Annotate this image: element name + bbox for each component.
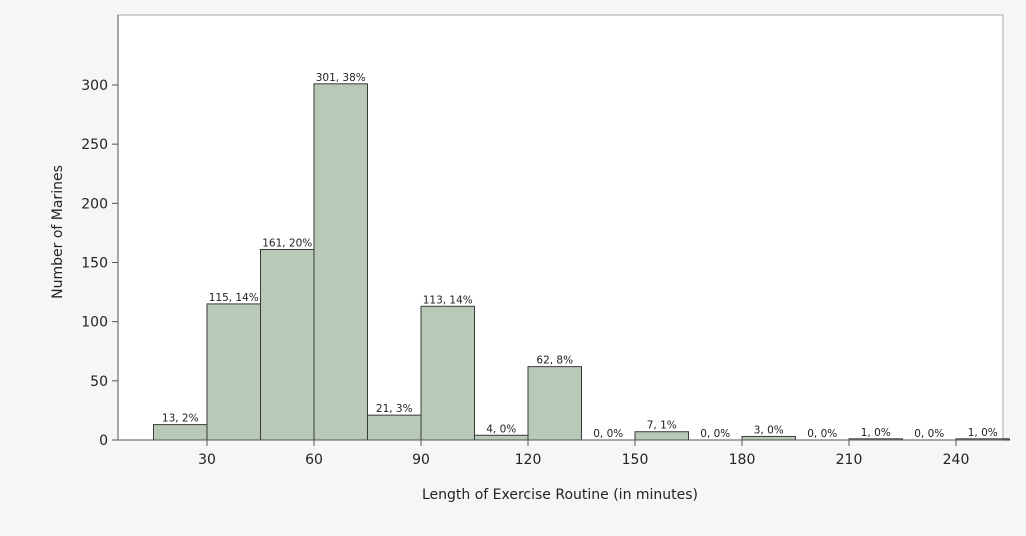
bar-label-8: 0, 0% [593, 428, 623, 440]
bar-5 [420, 305, 475, 441]
y-axis: 0 50 100 150 200 250 300 [81, 15, 119, 449]
y-tick-label-5: 250 [81, 137, 108, 153]
bar-4 [367, 414, 422, 441]
bar-3 [313, 83, 368, 441]
bar-label-13: 1, 0% [861, 427, 891, 439]
bar-1 [206, 303, 261, 441]
bar-label-14: 0, 0% [914, 428, 944, 440]
y-tick-label-2: 100 [81, 315, 108, 331]
y-tick-label-3: 150 [81, 256, 108, 272]
bar-label-2: 161, 20% [262, 237, 312, 249]
bar-label-6: 4, 0% [486, 423, 516, 435]
x-tick-label-5: 180 [729, 452, 756, 468]
bar-label-4: 21, 3% [376, 403, 413, 415]
x-axis: 30 60 90 120 150 180 210 240 [118, 439, 1003, 468]
bar-label-5: 113, 14% [423, 294, 473, 306]
x-tick-label-4: 150 [622, 452, 649, 468]
bar-0 [153, 424, 208, 441]
y-tick-label-0: 0 [99, 433, 108, 449]
x-tick-label-1: 60 [305, 452, 323, 468]
bar-9 [634, 431, 689, 441]
bar-label-0: 13, 2% [162, 413, 199, 425]
x-tick-label-3: 120 [515, 452, 542, 468]
x-tick-label-7: 240 [943, 452, 970, 468]
y-tick-label-4: 200 [81, 196, 108, 212]
bar-11 [741, 435, 796, 441]
y-axis-title: Number of Marines [50, 165, 66, 299]
bar-label-9: 7, 1% [647, 420, 677, 432]
bars-group [153, 83, 1010, 441]
y-tick-label-6: 300 [81, 78, 108, 94]
bar-6 [474, 434, 529, 441]
bar-labels-group: 13, 2% 115, 14% 161, 20% 301, 38% 21, 3% 113,… [162, 72, 998, 440]
bar-7 [527, 366, 582, 441]
x-tick-label-6: 210 [836, 452, 863, 468]
x-axis-title: Length of Exercise Routine (in minutes) [422, 487, 698, 503]
bar-2 [260, 248, 315, 441]
x-tick-label-2: 90 [412, 452, 430, 468]
bar-label-1: 115, 14% [209, 292, 259, 304]
bar-label-15: 1, 0% [968, 427, 998, 439]
bar-label-3: 301, 38% [316, 72, 366, 84]
bar-label-11: 3, 0% [754, 424, 784, 436]
bar-label-10: 0, 0% [700, 428, 730, 440]
y-tick-label-1: 50 [90, 374, 108, 390]
bar-label-7: 62, 8% [536, 355, 573, 367]
x-tick-label-0: 30 [198, 452, 216, 468]
bar-label-12: 0, 0% [807, 428, 837, 440]
